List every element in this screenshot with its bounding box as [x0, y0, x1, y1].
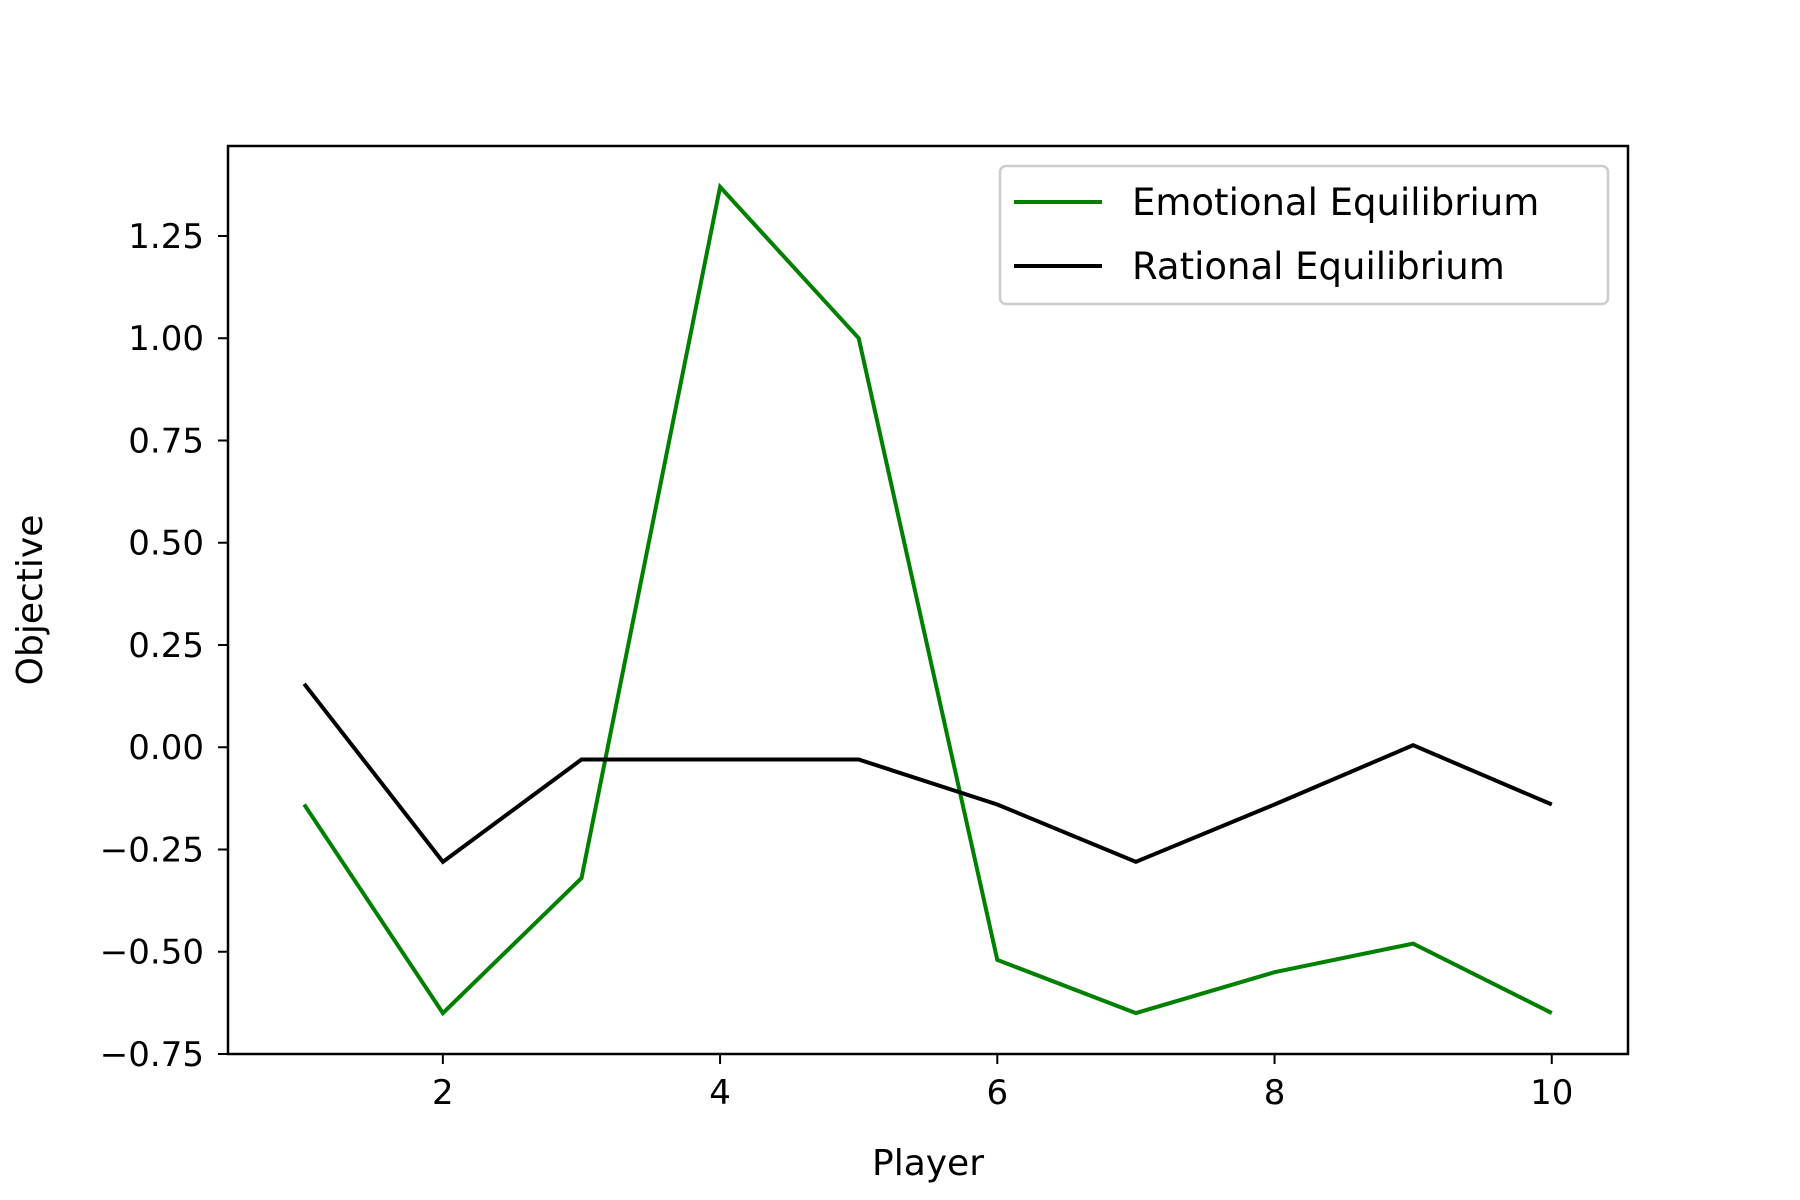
y-tick-label: 0.50 — [128, 524, 204, 564]
x-tick-label: 6 — [986, 1073, 1008, 1113]
y-tick-label: 1.25 — [128, 217, 204, 257]
series-layer — [302, 182, 1553, 1017]
legend-label-2: Rational Equilibrium — [1132, 245, 1505, 288]
plot-frame — [226, 144, 1630, 1056]
legend-label-1: Emotional Equilibrium — [1132, 181, 1539, 224]
x-tick-label: 8 — [1264, 1073, 1286, 1113]
x-tick-label: 2 — [432, 1073, 454, 1113]
y-tick-label: 0.75 — [128, 421, 204, 461]
x-axis-title: Player — [872, 1143, 984, 1184]
series-line-2 — [302, 682, 1553, 865]
legend: Emotional Equilibrium Rational Equilibriu… — [998, 164, 1610, 306]
series-line-1 — [302, 182, 1553, 1017]
y-axis-title: Objective — [10, 515, 51, 686]
y-tick-label: −0.25 — [100, 830, 204, 870]
x-tick-label: 10 — [1530, 1073, 1573, 1113]
y-tick-label: −0.75 — [100, 1035, 204, 1075]
legend-box — [998, 164, 1610, 306]
y-tick-label: 1.00 — [128, 319, 204, 359]
y-tick-label: −0.50 — [100, 933, 204, 973]
y-tick-label: 0.00 — [128, 728, 204, 768]
y-tick-label: 0.25 — [128, 626, 204, 666]
x-tick-label: 4 — [709, 1073, 731, 1113]
ticks-layer: 2 4 6 8 10 −0.75 −0.50 −0.25 0.00 0.25 0.50 0.75 1.0… — [100, 217, 1574, 1113]
